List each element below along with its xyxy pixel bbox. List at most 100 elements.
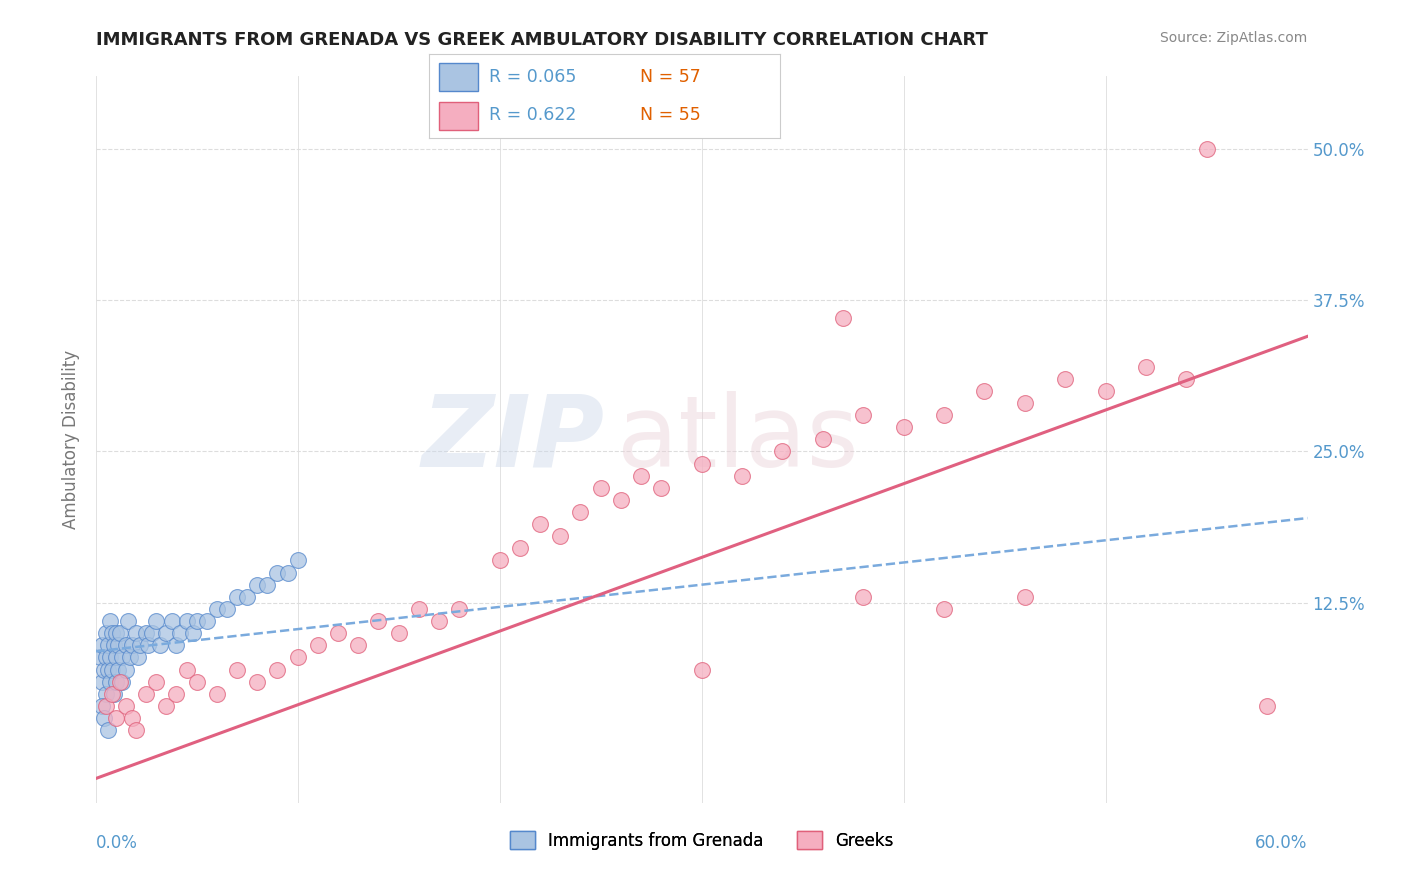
Point [103,687,125,701]
Point [135,626,157,640]
Text: N = 57: N = 57 [640,68,700,86]
Text: IMMIGRANTS FROM GRENADA VS GREEK AMBULATORY DISABILITY CORRELATION CHART: IMMIGRANTS FROM GRENADA VS GREEK AMBULAT… [96,31,987,49]
Text: Source: ZipAtlas.com: Source: ZipAtlas.com [1160,31,1308,45]
Point [832,311,855,326]
Point [236,590,259,604]
Point [121,638,143,652]
Point [770,444,793,458]
Text: N = 55: N = 55 [640,106,700,124]
Point [266,663,288,677]
Text: ZIP: ZIP [422,391,605,488]
Point [155,626,177,640]
Point [94,687,117,701]
Point [427,614,450,628]
Point [155,698,177,713]
Point [100,626,122,640]
Point [852,408,875,422]
Point [111,650,134,665]
Point [90,638,112,652]
Point [176,663,198,677]
Point [1054,372,1077,386]
Point [108,674,131,689]
Point [266,566,288,580]
Point [569,505,592,519]
Point [893,420,915,434]
Point [186,674,208,689]
Point [107,663,129,677]
Y-axis label: Ambulatory Disability: Ambulatory Disability [62,350,80,529]
Point [165,687,187,701]
Point [93,711,115,725]
Point [589,481,612,495]
Point [97,663,120,677]
Point [181,626,204,640]
Point [145,614,167,628]
Point [127,650,149,665]
Point [93,663,115,677]
Point [104,626,127,640]
Point [176,614,198,628]
Point [852,590,875,604]
Point [104,711,127,725]
Point [347,638,370,652]
Point [108,626,131,640]
Point [1175,372,1198,386]
Point [141,626,163,640]
Point [1135,359,1157,374]
Point [94,626,117,640]
Point [195,614,218,628]
Point [1014,396,1036,410]
Point [104,650,127,665]
Point [690,457,713,471]
Point [115,698,138,713]
Point [548,529,571,543]
Point [388,626,411,640]
Point [97,638,120,652]
Point [89,650,111,665]
FancyBboxPatch shape [439,62,478,91]
Point [90,698,112,713]
Point [650,481,672,495]
Point [610,492,633,507]
Point [326,626,349,640]
Point [256,578,278,592]
Point [630,468,652,483]
Point [731,468,754,483]
Point [162,614,184,628]
Point [145,674,167,689]
Point [205,602,228,616]
Point [125,626,148,640]
Point [488,553,510,567]
Point [246,578,269,592]
Point [186,614,208,628]
Legend: Immigrants from Grenada, Greeks: Immigrants from Grenada, Greeks [503,825,900,856]
Point [98,614,121,628]
Point [690,663,713,677]
Point [226,663,249,677]
Point [205,687,228,701]
Point [90,674,112,689]
Point [287,650,309,665]
Text: atlas: atlas [617,391,859,488]
Point [103,638,125,652]
Point [1014,590,1036,604]
Text: 60.0%: 60.0% [1256,834,1308,852]
Point [1195,142,1218,156]
Point [509,541,531,556]
Point [276,566,298,580]
Point [115,638,138,652]
FancyBboxPatch shape [439,102,478,130]
Point [932,602,955,616]
Point [94,650,117,665]
Point [1094,384,1116,398]
Point [107,638,129,652]
Point [367,614,389,628]
Point [98,674,121,689]
Point [135,687,157,701]
Point [118,650,141,665]
Point [136,638,159,652]
Point [307,638,329,652]
Point [121,711,143,725]
Point [98,650,121,665]
Point [100,687,122,701]
